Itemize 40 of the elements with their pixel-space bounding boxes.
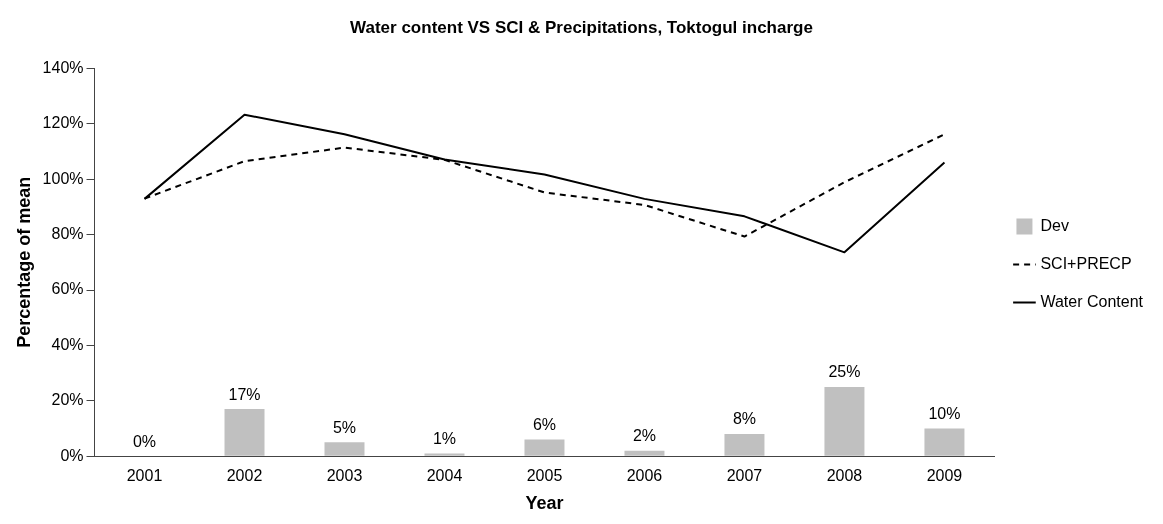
legend-label: Dev — [1040, 216, 1069, 234]
y-tick-label: 80% — [51, 225, 84, 243]
data-label: 5% — [332, 418, 357, 436]
y-tick-label: 20% — [51, 391, 84, 409]
data-label: 8% — [732, 410, 757, 428]
bar — [524, 439, 565, 456]
chart-title: Water content VS SCI & Precipitations, Toktogul incharge — [350, 17, 813, 37]
bar — [824, 386, 865, 456]
bar — [324, 442, 365, 456]
x-tick-label: 2006 — [626, 467, 663, 485]
data-label: 17% — [228, 385, 261, 403]
data-label: 6% — [532, 415, 557, 433]
y-tick-label: 40% — [51, 335, 84, 353]
x-tick-label: 2002 — [226, 467, 263, 485]
data-label: 0% — [132, 432, 157, 450]
y-tick-label: 0% — [60, 446, 84, 464]
data-label: 25% — [828, 363, 861, 381]
x-tick-label: 2008 — [826, 467, 863, 485]
legend-label: SCI+PRECP — [1040, 254, 1132, 272]
bar — [624, 450, 665, 456]
x-tick-label: 2001 — [126, 467, 163, 485]
x-axis-title: Year — [525, 493, 564, 514]
legend-label: Water Content — [1040, 292, 1144, 310]
y-tick-label: 140% — [42, 58, 84, 76]
x-tick-label: 2003 — [326, 467, 363, 485]
y-tick-label: 60% — [51, 280, 84, 298]
y-tick-label: 100% — [42, 169, 84, 187]
bar — [724, 434, 765, 456]
bar — [424, 453, 465, 456]
y-tick-label: 120% — [42, 114, 84, 132]
bar — [924, 428, 965, 456]
x-tick-label: 2007 — [726, 467, 763, 485]
x-tick-label: 2009 — [926, 467, 963, 485]
x-tick-label: 2004 — [426, 467, 463, 485]
data-label: 2% — [632, 427, 657, 445]
bar — [224, 409, 265, 456]
x-tick-label: 2005 — [526, 467, 563, 485]
data-label: 1% — [432, 429, 457, 447]
y-axis-title: Percentage of mean — [13, 176, 34, 348]
data-label: 10% — [928, 404, 961, 422]
